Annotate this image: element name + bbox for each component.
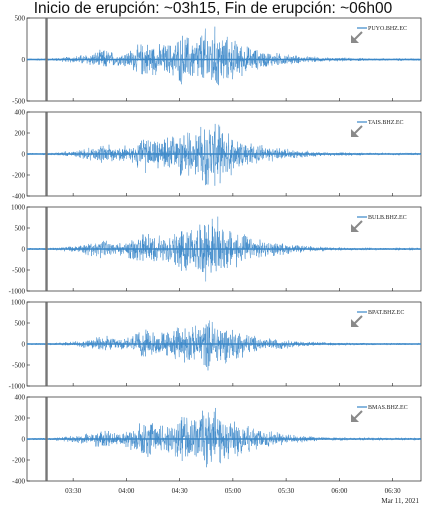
- panel-bpat-bhz-ec: 1000 500 0 -500 -1000 BPAT.BHZ.EC: [9, 298, 422, 390]
- date-label: Mar 11, 2021: [381, 497, 419, 505]
- panel-bmas-bhz-ec: 400 200 0 -200 -400 BMAS.BHZ.EC: [12, 393, 422, 485]
- y-tick-label: -200: [12, 171, 25, 179]
- x-tick-label: 05:00: [225, 487, 241, 495]
- x-tick-label: 06:30: [385, 487, 401, 495]
- eruption-start-marker: [45, 207, 48, 291]
- legend-label: PUYO.BHZ.EC: [368, 26, 407, 32]
- y-tick-label: 0: [22, 245, 26, 253]
- eruption-start-marker: [45, 18, 48, 101]
- seismic-trace: [26, 26, 422, 86]
- x-tick-label: 06:00: [331, 487, 347, 495]
- panel-tais-bhz-ec: 400 200 0 -200 -400 TAIS.BHZ.EC: [12, 108, 422, 200]
- seismic-trace: [26, 407, 422, 468]
- y-tick-label: 1000: [11, 203, 26, 211]
- arrow-head-icon: [351, 129, 359, 137]
- y-tick-label: 0: [22, 150, 26, 158]
- y-tick-label: 400: [15, 108, 26, 116]
- x-tick-label: 03:30: [65, 487, 81, 495]
- chart-title: Inicio de erupción: ~03h15, Fin de erupc…: [33, 0, 393, 17]
- y-tick-label: -500: [12, 266, 25, 274]
- y-tick-label: 500: [15, 319, 26, 327]
- arrow-head-icon: [351, 35, 359, 43]
- x-tick-label: 04:30: [172, 487, 188, 495]
- x-tick-label: 05:30: [278, 487, 294, 495]
- y-tick-label: -500: [12, 361, 25, 369]
- y-tick-label: 500: [15, 14, 26, 22]
- y-tick-label: -1000: [9, 382, 26, 390]
- y-tick-label: -200: [12, 456, 25, 464]
- legend-label: BMAS.BHZ.EC: [368, 405, 408, 411]
- y-tick-label: -400: [12, 192, 25, 200]
- arrow-head-icon: [351, 319, 359, 327]
- y-tick-label: 400: [15, 393, 26, 401]
- legend-label: TAIS.BHZ.EC: [368, 120, 404, 126]
- panel-bulb-bhz-ec: 1000 500 0 -500 -1000 BULB.BHZ.EC: [9, 203, 422, 295]
- y-tick-label: 0: [22, 340, 26, 348]
- seismic-trace: [26, 123, 422, 186]
- eruption-start-marker: [45, 112, 48, 196]
- y-tick-label: -400: [12, 477, 25, 485]
- y-tick-label: 200: [15, 414, 26, 422]
- y-tick-label: 0: [22, 435, 26, 443]
- arrow-head-icon: [351, 414, 359, 422]
- seismic-trace: [26, 320, 422, 371]
- legend-label: BPAT.BHZ.EC: [368, 310, 404, 316]
- y-tick-label: 200: [15, 129, 26, 137]
- y-tick-label: 1000: [11, 298, 26, 306]
- legend-label: BULB.BHZ.EC: [368, 215, 407, 221]
- y-tick-label: -1000: [9, 287, 26, 295]
- y-tick-label: -500: [12, 97, 25, 105]
- y-tick-label: 0: [22, 56, 26, 64]
- panel-puyo-bhz-ec: 500 0 -500 PUYO.BHZ.EC: [12, 14, 422, 105]
- eruption-start-marker: [45, 397, 48, 481]
- y-tick-label: 500: [15, 224, 26, 232]
- arrow-head-icon: [351, 224, 359, 232]
- x-tick-label: 04:00: [118, 487, 134, 495]
- eruption-start-marker: [45, 302, 48, 386]
